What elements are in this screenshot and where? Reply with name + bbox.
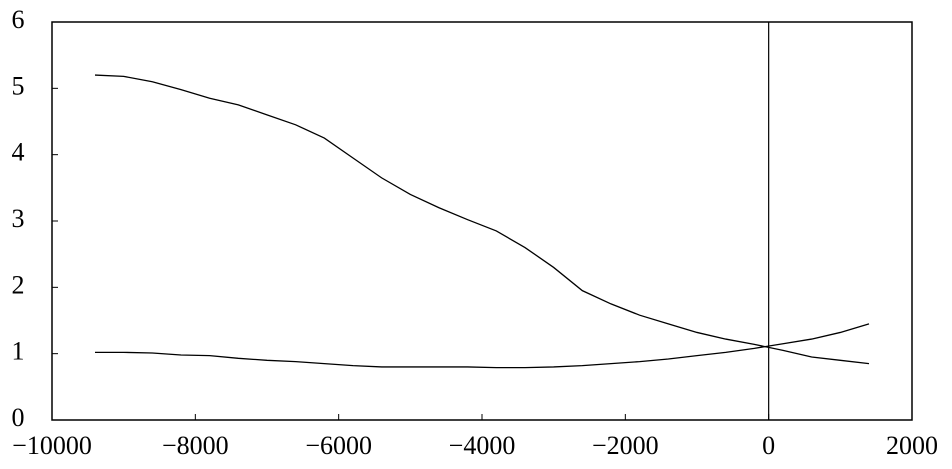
x-tick-label: −4000 (449, 431, 516, 460)
plot-frame (51, 21, 913, 421)
y-tick-label: 2 (12, 270, 25, 299)
series-line (95, 323, 870, 369)
series-line (94, 74, 870, 365)
x-tick-label: −6000 (305, 431, 372, 460)
y-tick-label: 3 (12, 204, 25, 233)
y-tick-label: 1 (12, 337, 25, 366)
y-tick-label: 0 (12, 403, 25, 432)
x-tick-label: 2000 (886, 431, 938, 460)
x-tick-label: −10000 (12, 431, 92, 460)
x-tick-label: −2000 (592, 431, 659, 460)
x-tick-label: 0 (762, 431, 775, 460)
y-tick-label: 6 (12, 5, 25, 34)
y-tick-label: 4 (12, 138, 25, 167)
x-tick-label: −8000 (162, 431, 229, 460)
y-tick-label: 5 (12, 71, 25, 100)
